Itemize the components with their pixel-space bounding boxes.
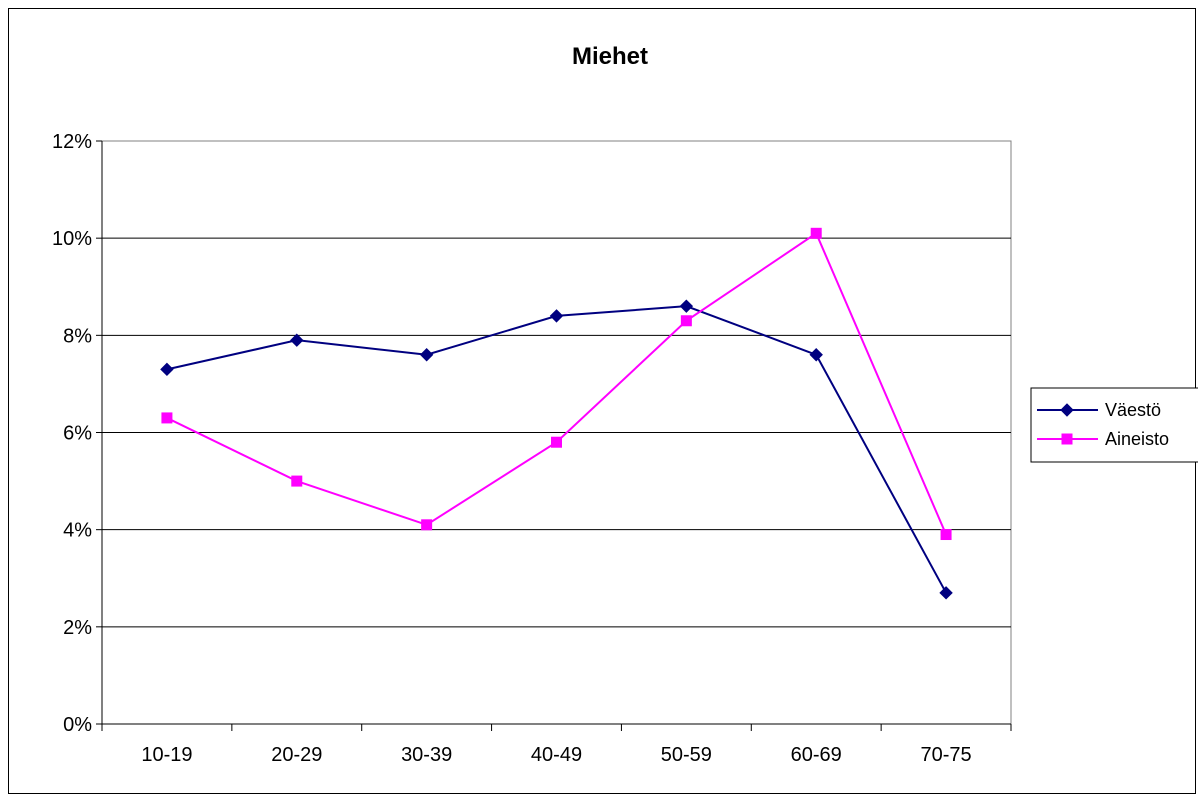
- x-tick-label: 40-49: [531, 744, 582, 766]
- data-point: [549, 309, 564, 323]
- y-tick-label: 8%: [63, 325, 92, 347]
- x-tick-label: 30-39: [401, 744, 452, 766]
- legend-label: Väestö: [1105, 400, 1161, 420]
- legend-label: Aineisto: [1105, 429, 1169, 449]
- series-layer: [160, 227, 953, 600]
- data-point: [421, 519, 433, 531]
- x-tick-label: 20-29: [271, 744, 322, 766]
- data-point: [291, 475, 303, 487]
- x-axis-ticks: 10-19 20-29 30-39 40-49 50-59 60-69 70-75: [101, 724, 1012, 766]
- legend-marker: [1060, 403, 1074, 417]
- y-axis-ticks: 0% 2% 4% 6% 8% 10% 12%: [52, 131, 102, 736]
- x-tick-label: 60-69: [791, 744, 842, 766]
- y-tick-label: 0%: [63, 714, 92, 736]
- y-tick-label: 2%: [63, 617, 92, 639]
- y-tick-label: 6%: [63, 423, 92, 445]
- data-point: [809, 348, 823, 362]
- y-tick-label: 10%: [52, 228, 92, 250]
- legend-marker: [1061, 433, 1073, 445]
- data-point: [551, 436, 562, 448]
- data-point: [679, 299, 694, 313]
- y-tick-label: 12%: [52, 131, 92, 153]
- data-point: [939, 586, 953, 600]
- data-point: [419, 348, 434, 362]
- data-point: [160, 362, 174, 377]
- chart-title: Miehet: [572, 43, 648, 70]
- data-point: [810, 227, 822, 239]
- data-point: [940, 529, 952, 541]
- data-point: [680, 315, 692, 327]
- data-point: [290, 333, 304, 347]
- series-1: [161, 227, 952, 541]
- x-tick-label: 10-19: [141, 744, 192, 766]
- legend-box: [1030, 387, 1198, 463]
- legend: Väestö Aineisto: [1030, 387, 1198, 463]
- series-0: [160, 299, 953, 600]
- y-tick-label: 4%: [63, 520, 92, 542]
- x-tick-label: 50-59: [661, 744, 712, 766]
- data-point: [161, 412, 173, 424]
- x-tick-label: 70-75: [920, 744, 971, 766]
